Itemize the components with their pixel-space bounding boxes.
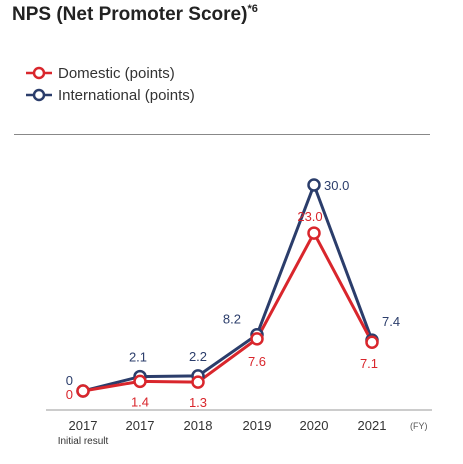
title-footnote-marker: *6 — [247, 3, 258, 15]
data-label-international: 0 — [66, 373, 73, 388]
data-label-domestic: 23.0 — [297, 209, 322, 224]
data-point-domestic — [133, 374, 147, 389]
chart-title: NPS (Net Promoter Score)*6 — [12, 3, 258, 26]
series-line-international — [82, 180, 374, 393]
x-tick-sublabel: Initial result — [58, 436, 109, 447]
data-label-domestic: 1.4 — [131, 394, 149, 409]
data-point-domestic — [365, 335, 379, 349]
x-tick-label: 2017 — [69, 418, 98, 433]
data-label-domestic: 1.3 — [189, 395, 207, 410]
legend: Domestic (points) International (points) — [26, 62, 195, 106]
data-label-international: 8.2 — [223, 312, 241, 327]
x-tick-label: 2021 — [358, 418, 387, 433]
data-label-domestic: 7.1 — [360, 356, 378, 371]
data-point-international — [307, 178, 321, 192]
x-axis-unit: (FY) — [410, 421, 428, 431]
chart-title-text: NPS (Net Promoter Score) — [12, 4, 248, 25]
data-label-international: 30.0 — [324, 178, 349, 193]
legend-divider — [14, 134, 430, 135]
legend-label-international: International (points) — [58, 86, 195, 104]
data-point-domestic — [307, 226, 321, 240]
data-point-domestic — [191, 375, 205, 389]
series-line-domestic — [82, 229, 374, 393]
data-label-domestic: 7.6 — [248, 354, 266, 369]
legend-label-domestic: Domestic (points) — [58, 64, 175, 82]
data-label-international: 2.2 — [189, 349, 207, 364]
legend-item-domestic: Domestic (points) — [26, 62, 195, 84]
x-tick-label: 2020 — [300, 418, 329, 433]
data-label-domestic: 0 — [66, 387, 73, 402]
data-point-domestic — [250, 332, 264, 346]
data-label-international: 7.4 — [382, 314, 400, 329]
data-label-international: 2.1 — [129, 350, 147, 365]
x-tick-label: 2018 — [184, 418, 213, 433]
legend-swatch-domestic — [26, 66, 52, 80]
data-point-domestic — [76, 384, 90, 398]
x-tick-label: 2019 — [243, 418, 272, 433]
x-tick-label: 2017 — [126, 418, 155, 433]
legend-swatch-international — [26, 88, 52, 102]
legend-item-international: International (points) — [26, 84, 195, 106]
